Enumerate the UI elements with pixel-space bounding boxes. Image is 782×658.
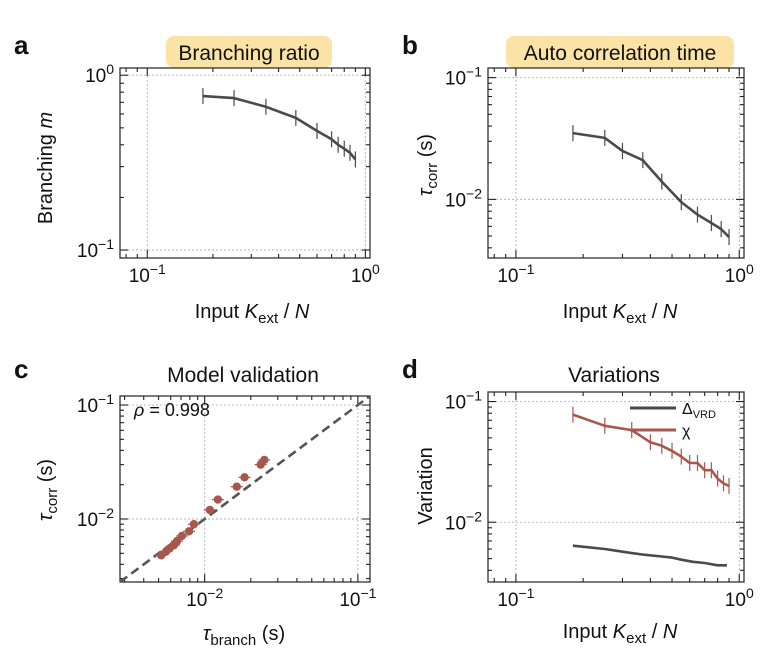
panel-a-title: Branching ratio [178,42,319,65]
y-tick-label: 10−1 [77,391,114,417]
panel-d-legend: ΔVRD χ [630,401,716,440]
panel-b-ylabel: τcorr (s) [415,134,441,196]
x-tick-label: 10−1 [497,585,534,611]
scatter-point [205,505,215,515]
panel-c-xlabel: τbranch (s) [203,623,285,649]
y-tick-label: 10−1 [445,64,482,90]
scatter-point [240,473,249,482]
panel-letter-d: d [402,354,418,384]
scatter-point [189,520,199,529]
panel-a-xlabel: Input Kext / N [195,301,310,327]
y-tick-label: 10−2 [445,185,482,211]
scatter-point [260,455,269,465]
series-line-0 [202,94,357,161]
legend-label-delta-vrd: ΔVRD [682,401,716,421]
panel-b-plot: 10−1 100 10−2 10−1 [445,64,754,287]
panel-a-ylabel: Branching m [35,112,57,224]
panel-c-title: Model validation [167,364,319,387]
scatter-point [213,495,223,504]
y-tick-label: 100 [85,61,114,87]
reference-diagonal-line [119,394,371,584]
plot-frame [119,395,371,583]
panel-a-plot: 10−1 100 10−1 100 [77,61,380,287]
y-tick-label: 10−2 [445,508,482,534]
panel-letter-b: b [402,30,418,60]
panel-d-xlabel: Input Kext / N [563,621,678,647]
x-tick-label: 100 [725,585,754,611]
scatter-point [177,531,187,541]
plot-frame [487,67,745,259]
panel-c-rho-annotation: ρ = 0.998 [133,400,210,420]
panel-d-plot: 10−1 100 10−2 10−1 [445,388,754,611]
plot-frame [487,391,745,583]
y-tick-label: 10−1 [77,236,114,262]
x-tick-label: 10−1 [129,261,166,287]
scatter-point [184,527,194,536]
panel-c-plot: 10−2 10−1 10−2 10−1 [77,391,377,611]
x-tick-label: 100 [725,261,754,287]
scatter-point [232,482,241,491]
plot-frame [119,67,371,259]
panel-d-title: Variations [568,364,660,387]
x-tick-label: 10−2 [186,585,223,611]
panel-letter-c: c [14,354,28,384]
series-line-0 [572,131,730,239]
series-line-0 [572,544,727,567]
x-tick-label: 100 [351,261,380,287]
panel-letter-a: a [14,30,29,60]
series-line-1 [572,413,730,488]
panel-c-ylabel: τcorr (s) [35,459,61,521]
panel-d-ylabel: Variation [415,447,437,524]
panel-b-xlabel: Input Kext / N [563,301,678,327]
panel-b-title-highlight [506,36,734,68]
x-tick-label: 10−1 [339,585,376,611]
y-tick-label: 10−2 [77,505,114,531]
x-tick-label: 10−1 [497,261,534,287]
panel-a-title-highlight [166,36,332,68]
panel-b-title: Auto correlation time [524,42,717,65]
legend-label-chi: χ [682,423,691,440]
y-tick-label: 10−1 [445,388,482,414]
